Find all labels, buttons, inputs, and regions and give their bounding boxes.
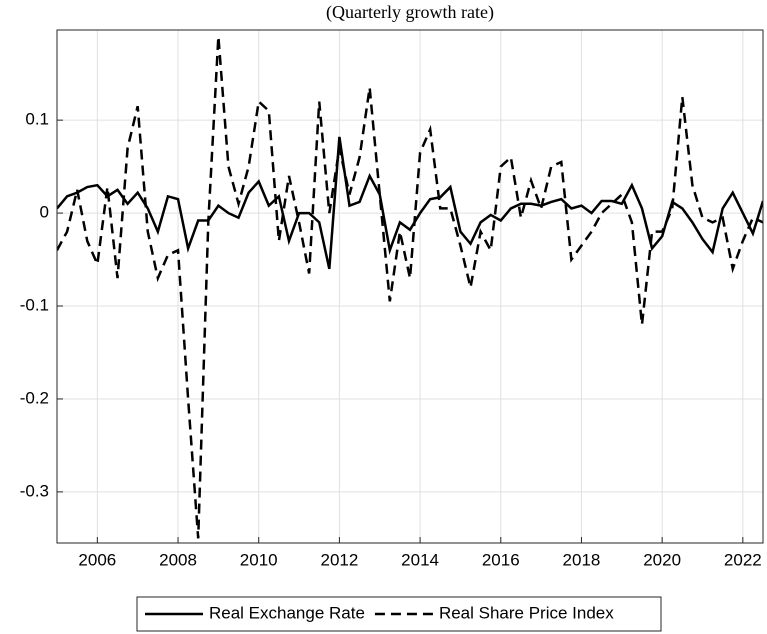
x-tick-label: 2010 <box>240 550 278 569</box>
legend-label: Real Share Price Index <box>439 603 614 622</box>
chart-title: (Quarterly growth rate) <box>326 2 494 23</box>
y-tick-label: -0.3 <box>20 481 49 500</box>
x-tick-label: 2008 <box>159 550 197 569</box>
x-tick-label: 2012 <box>320 550 358 569</box>
y-tick-label: 0.1 <box>25 110 49 129</box>
x-tick-label: 2020 <box>643 550 681 569</box>
series-line <box>57 136 763 270</box>
y-tick-label: 0 <box>40 203 49 222</box>
legend: Real Exchange Rate Real Share Price Index <box>136 596 662 632</box>
series-line <box>57 36 763 539</box>
legend-label: Real Exchange Rate <box>209 603 365 622</box>
plot-frame <box>56 29 764 544</box>
x-tick-label: 2006 <box>78 550 116 569</box>
y-tick-label: -0.1 <box>20 296 49 315</box>
x-tick-label: 2014 <box>401 550 439 569</box>
x-tick-label: 2018 <box>563 550 601 569</box>
y-tick-label: -0.2 <box>20 388 49 407</box>
x-tick-label: 2016 <box>482 550 520 569</box>
x-tick-label: 2022 <box>724 550 762 569</box>
